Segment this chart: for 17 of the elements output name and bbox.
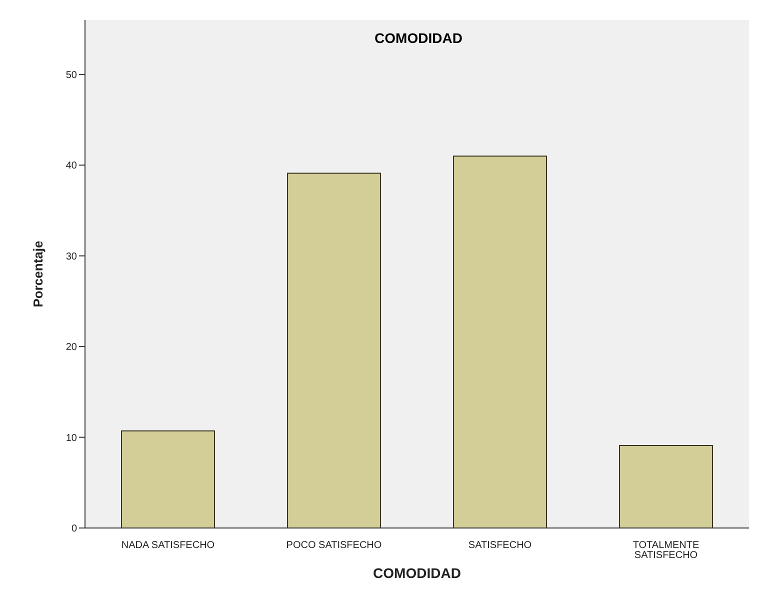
y-axis-title: Porcentaje: [30, 240, 46, 308]
text: COMODIDAD: [374, 30, 464, 46]
x-tick-label: NADA SATISFECHO: [121, 540, 215, 551]
bar: [619, 444, 714, 528]
bar: [287, 172, 382, 528]
y-tick-label: 30: [66, 251, 78, 262]
y-tick-label: 20: [66, 342, 78, 354]
x-tick-label: TOTALMENTE SATISFECHO: [632, 540, 700, 561]
y-tick-label: 50: [66, 70, 78, 81]
x-tick-label: POCO SATISFECHO: [286, 540, 382, 551]
y-tick-label: 0: [71, 524, 78, 535]
y-tick-label: 10: [66, 432, 78, 444]
x-tick-label: SATISFECHO: [468, 540, 532, 551]
bar: [121, 430, 216, 528]
y-tick-label: 40: [66, 160, 78, 172]
bar: [453, 156, 548, 528]
x-axis-title: COMODIDAD: [373, 565, 461, 581]
